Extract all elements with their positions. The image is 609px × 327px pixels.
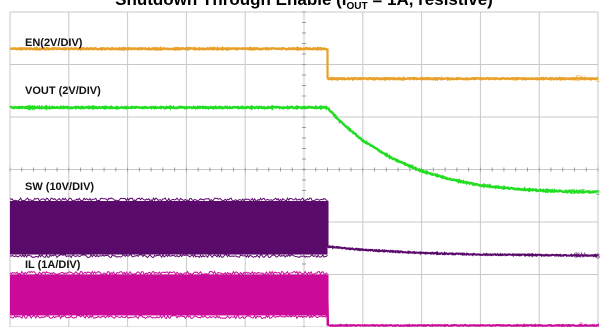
end-tag-en: EN <box>575 76 585 83</box>
trace-label-il: IL (1A/DIV) <box>25 259 81 271</box>
line-post-vout <box>326 107 599 195</box>
end-tag-sw: SW <box>574 253 586 260</box>
band-edge-top <box>9 196 328 202</box>
band-edge-bottom <box>9 314 328 320</box>
trace-label-vout: VOUT (2V/DIV) <box>25 85 101 97</box>
line-pre-vout <box>9 104 328 111</box>
band-edge-top <box>9 270 328 276</box>
trace-label-group: EN(2V/DIV) VOUT (2V/DIV) SW (10V/DIV) IL (1… <box>25 37 101 271</box>
switching-band-sw <box>10 201 328 255</box>
graticule <box>9 11 599 327</box>
end-tag-il: IL <box>579 322 585 327</box>
line-post-il <box>326 298 599 327</box>
chart-title: Shutdown Through Enable (IOUT = 1A, resi… <box>115 0 493 12</box>
trace-label-en: EN(2V/DIV) <box>25 37 83 49</box>
channel-tag-sw: 3 <box>596 254 600 261</box>
line-pre-en <box>9 46 329 52</box>
band-edge-bottom <box>9 253 328 259</box>
switching-band-il <box>10 274 328 316</box>
line-post-en <box>326 76 599 82</box>
trace-en <box>9 46 599 82</box>
trace-label-sw: SW (10V/DIV) <box>25 181 94 193</box>
trace-sw <box>9 196 599 259</box>
title-subscript: OUT <box>347 1 368 12</box>
end-tag-vout: VOUT <box>566 189 586 196</box>
channel-tag-vout: 2 <box>596 190 600 197</box>
channel-marker-group: EN 1 VOUT 2 SW 3 IL 4 <box>566 76 600 327</box>
trace-vout <box>9 104 599 195</box>
title-suffix: = 1A, resistive) <box>368 0 493 9</box>
trace-il <box>9 270 599 327</box>
channel-tag-il: 4 <box>596 323 600 327</box>
title-prefix: Shutdown Through Enable (I <box>115 0 346 9</box>
trace-group <box>9 46 599 327</box>
channel-tag-en: 1 <box>596 77 600 84</box>
line-post-sw <box>326 244 599 258</box>
